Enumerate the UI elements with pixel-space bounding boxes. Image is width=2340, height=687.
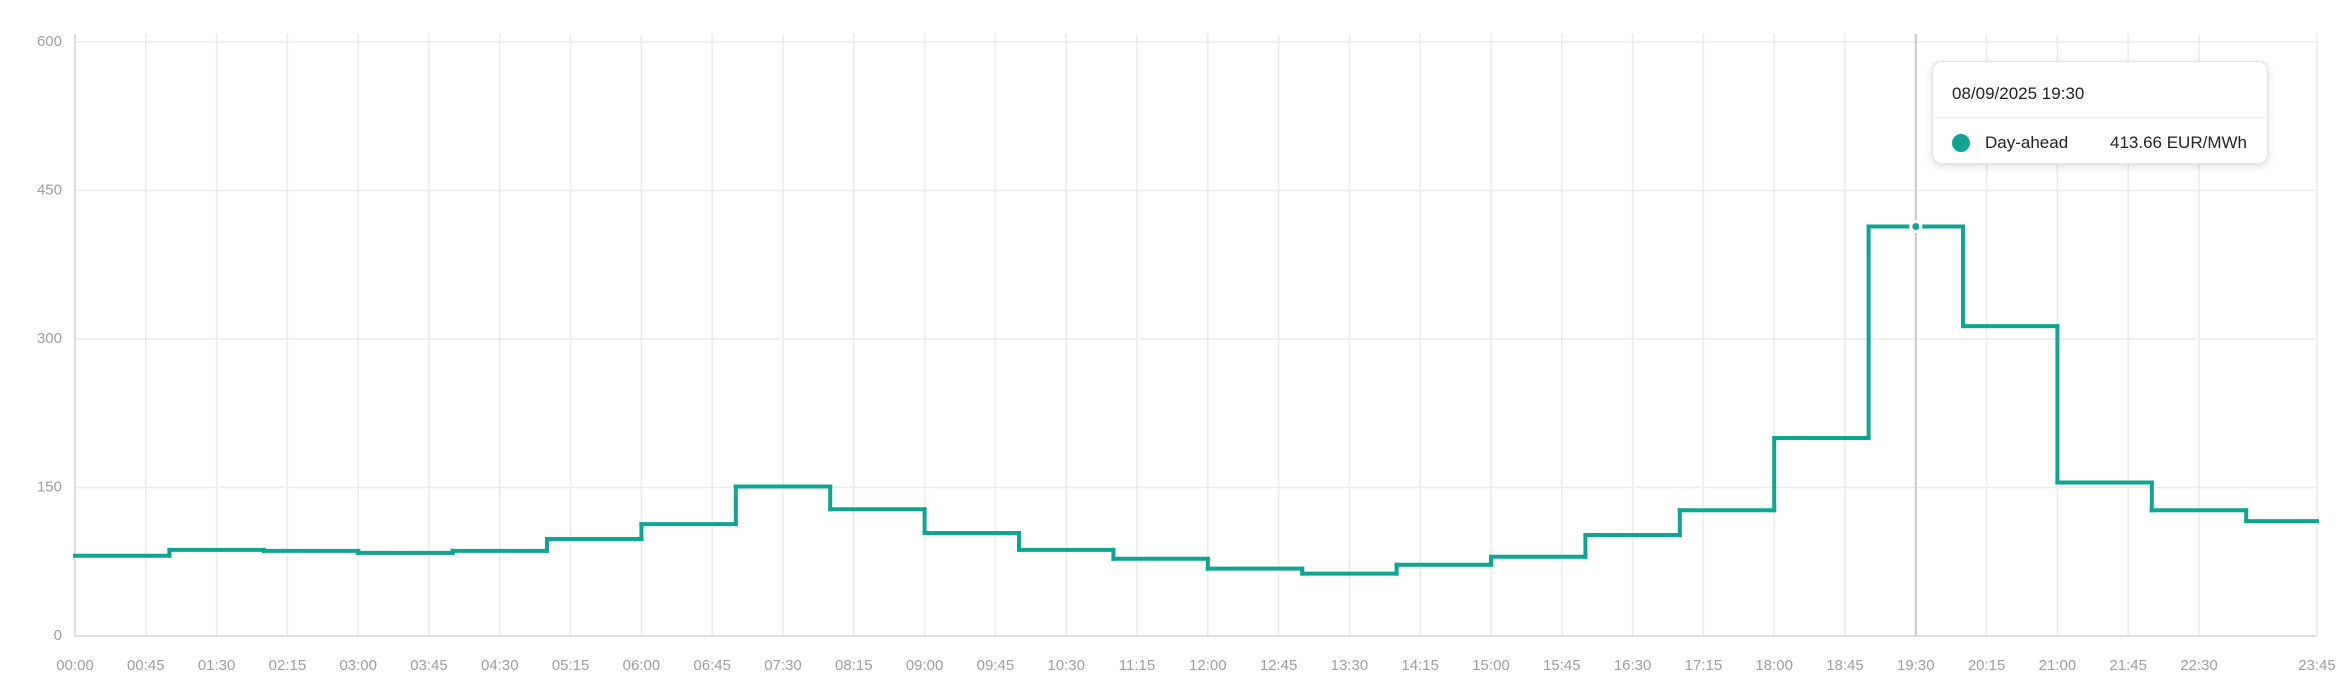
x-tick-label: 21:00: [2039, 657, 2077, 674]
x-tick-label: 20:15: [1968, 657, 2006, 674]
x-tick-label: 23:45: [2298, 657, 2336, 674]
x-tick-label: 00:45: [127, 657, 165, 674]
x-tick-label: 04:30: [481, 657, 519, 674]
x-tick-label: 15:00: [1472, 657, 1510, 674]
y-tick-label: 600: [37, 33, 62, 50]
x-tick-label: 02:15: [269, 657, 307, 674]
tooltip-title: 08/09/2025 19:30: [1952, 84, 2085, 103]
x-tick-label: 16:30: [1614, 657, 1652, 674]
tooltip-separator: [1933, 117, 2267, 118]
x-tick-label: 12:00: [1189, 657, 1227, 674]
x-tick-label: 11:15: [1119, 657, 1155, 674]
y-tick-label: 300: [37, 330, 62, 347]
x-tick-label: 17:15: [1685, 657, 1723, 674]
x-tick-label: 14:15: [1401, 657, 1439, 674]
y-tick-label: 0: [54, 627, 62, 644]
x-tick-label: 01:30: [198, 657, 236, 674]
x-tick-label: 13:30: [1331, 657, 1369, 674]
hover-point: [1909, 219, 1923, 233]
x-tick-label: 09:00: [906, 657, 944, 674]
tooltip: 08/09/2025 19:30 Day-ahead 413.66 EUR/MW…: [1932, 61, 2268, 164]
x-tick-label: 19:30: [1897, 657, 1935, 674]
x-tick-label: 15:45: [1543, 657, 1581, 674]
y-tick-label: 150: [37, 478, 62, 495]
x-tick-label: 06:00: [623, 657, 661, 674]
x-tick-label: 12:45: [1260, 657, 1298, 674]
x-tick-label: 10:30: [1047, 657, 1085, 674]
x-tick-label: 00:00: [56, 657, 94, 674]
y-tick-label: 450: [37, 181, 62, 198]
x-tick-label: 05:15: [552, 657, 590, 674]
tooltip-swatch: [1952, 134, 1970, 152]
x-tick-label: 03:45: [410, 657, 448, 674]
x-tick-label: 07:30: [764, 657, 802, 674]
x-tick-label: 09:45: [977, 657, 1015, 674]
x-tick-label: 06:45: [693, 657, 731, 674]
x-tick-label: 21:45: [2109, 657, 2147, 674]
x-tick-label: 03:00: [339, 657, 377, 674]
x-tick-label: 18:00: [1755, 657, 1793, 674]
tooltip-series-name: Day-ahead: [1985, 133, 2069, 152]
tooltip-value: 413.66 EUR/MWh: [2110, 133, 2247, 152]
x-tick-label: 18:45: [1826, 657, 1864, 674]
x-tick-label: 08:15: [835, 657, 873, 674]
x-tick-label: 22:30: [2180, 657, 2218, 674]
